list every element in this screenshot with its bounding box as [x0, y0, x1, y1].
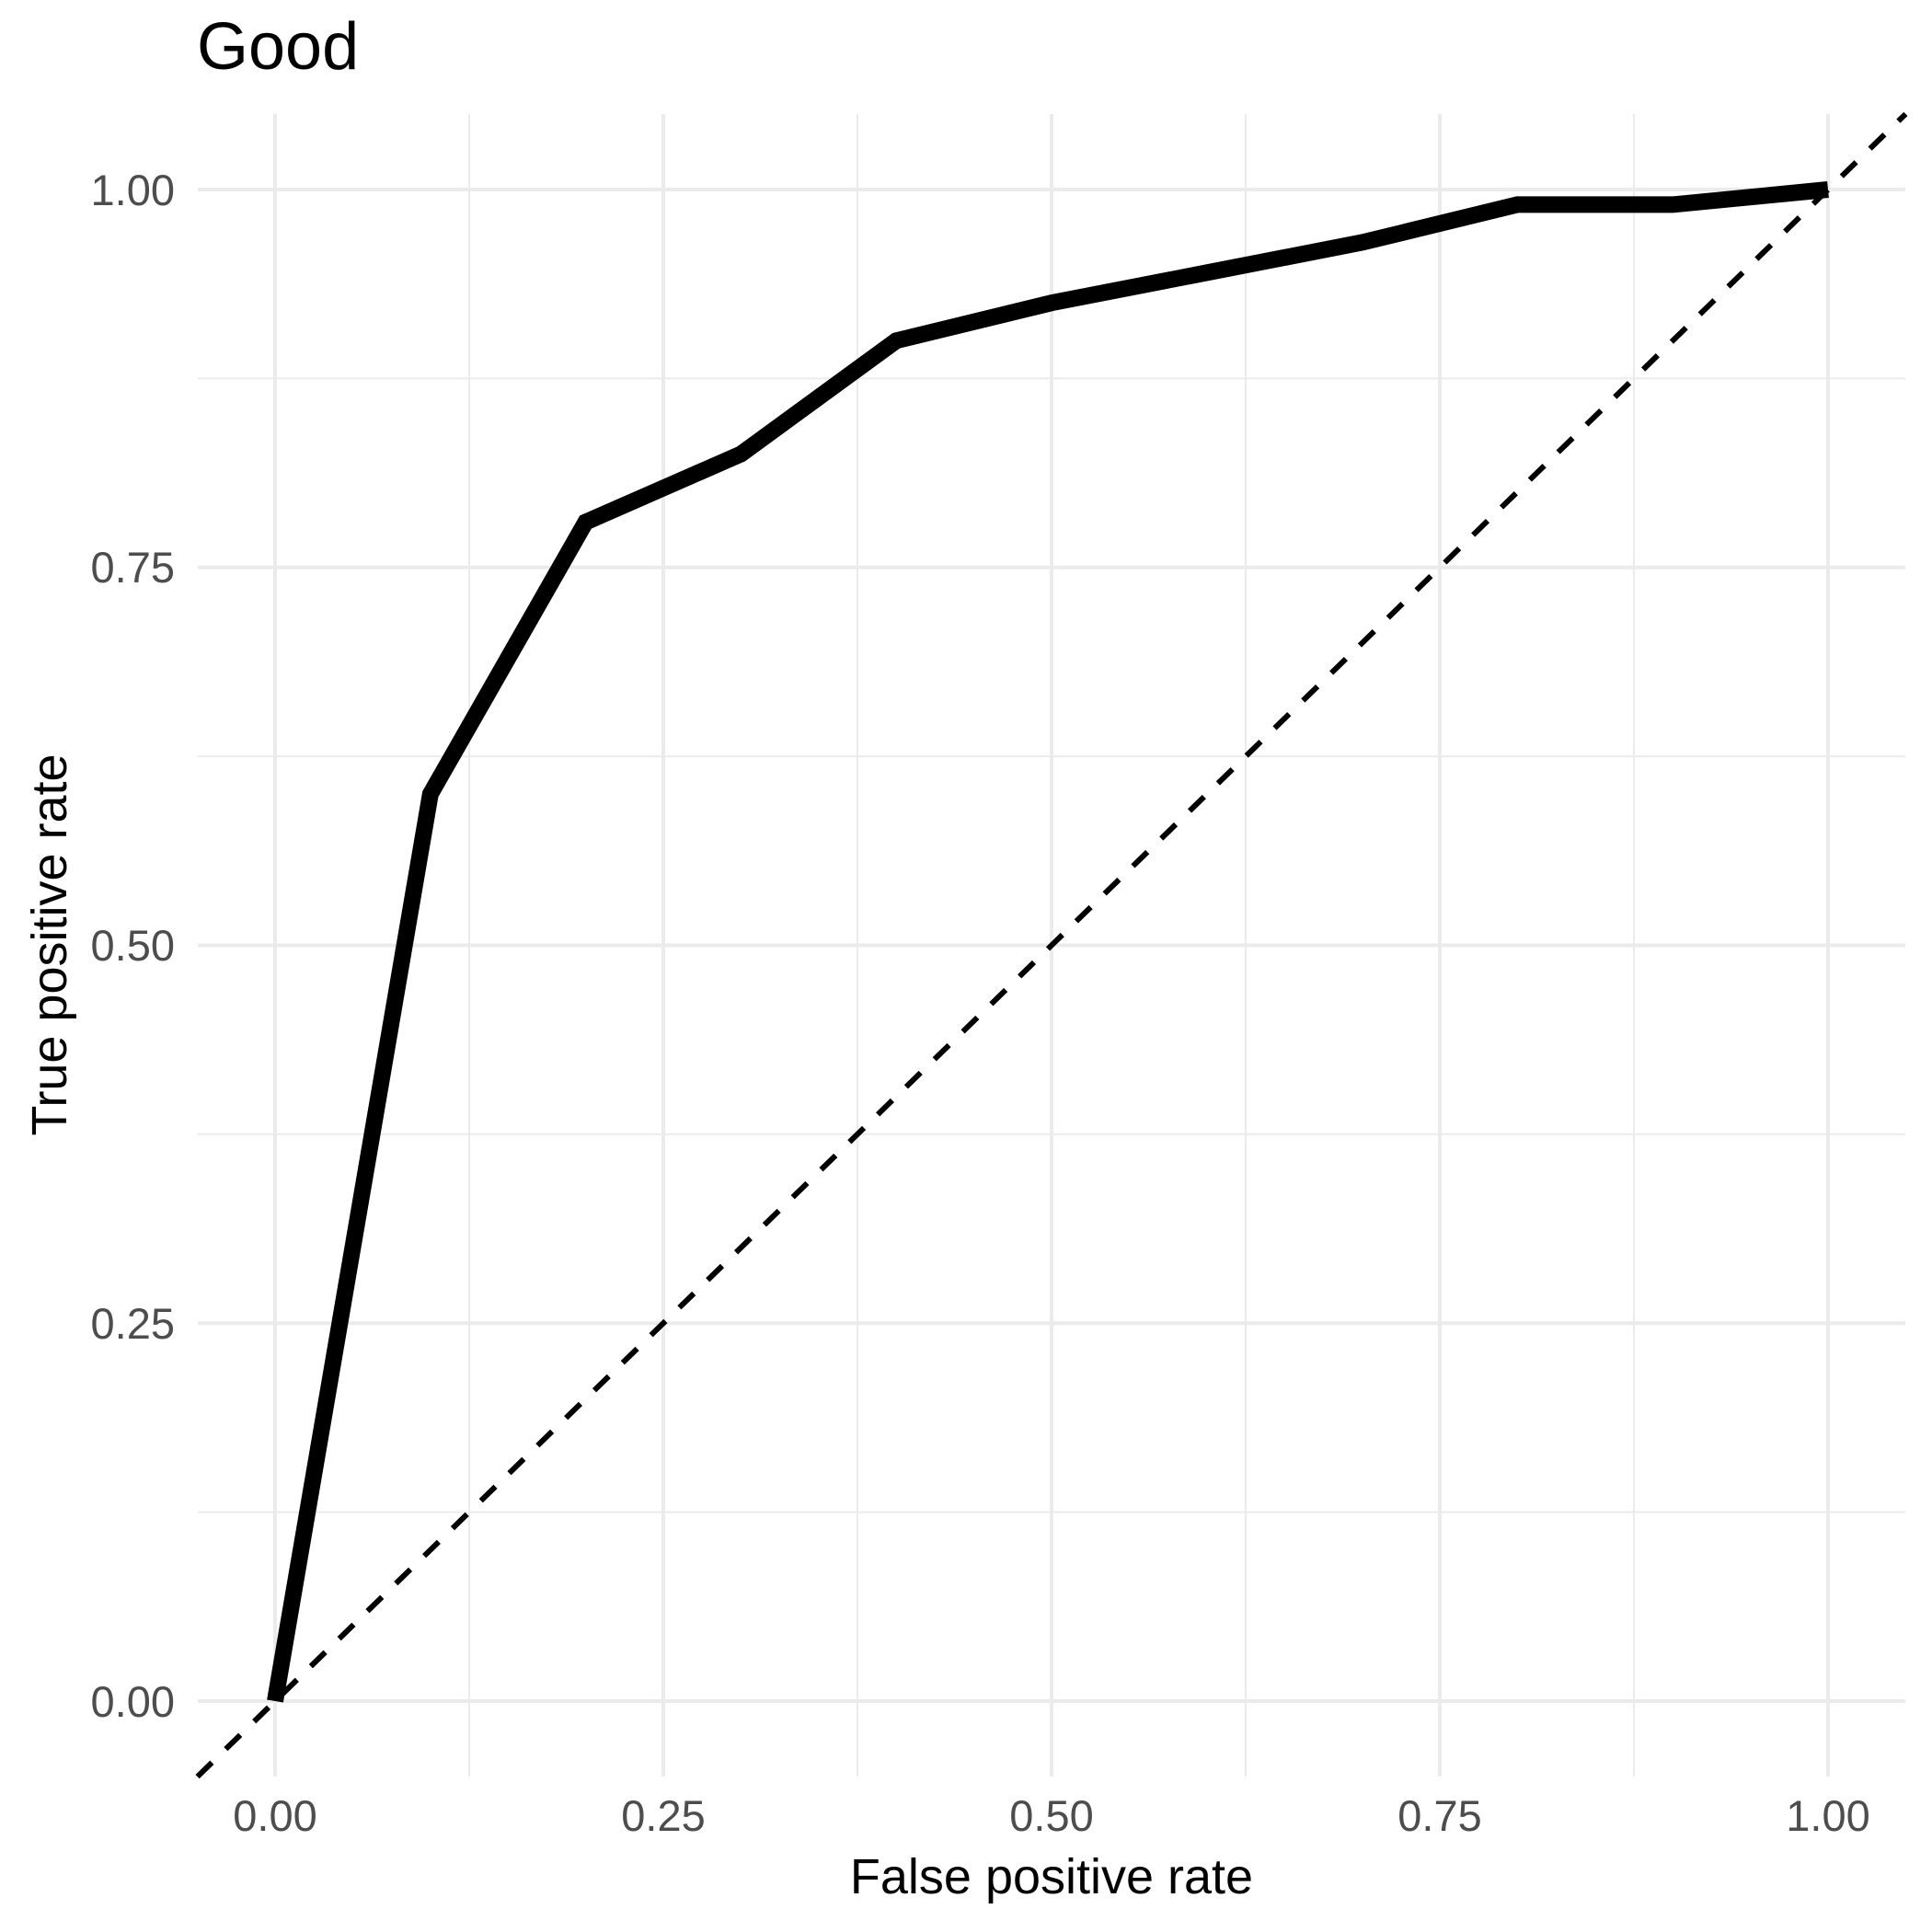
x-tick-label: 0.50	[1009, 1791, 1094, 1840]
x-axis-title: False positive rate	[849, 1849, 1254, 1904]
roc-curve-line	[267, 181, 1829, 1703]
y-axis-title: True positive rate	[22, 753, 77, 1136]
chart-title: Good	[197, 10, 360, 84]
y-tick-label: 0.25	[90, 1298, 175, 1348]
x-tick-label: 0.75	[1397, 1791, 1482, 1840]
y-tick-label: 0.75	[90, 543, 175, 592]
x-tick-label: 0.25	[621, 1791, 706, 1840]
x-tick-label: 1.00	[1786, 1791, 1870, 1840]
x-tick-label: 0.00	[233, 1791, 317, 1840]
y-tick-label: 1.00	[90, 165, 175, 214]
diagonal-reference-line	[195, 111, 1908, 1779]
y-tick-label: 0.00	[90, 1676, 175, 1726]
y-tick-label: 0.50	[90, 921, 175, 970]
